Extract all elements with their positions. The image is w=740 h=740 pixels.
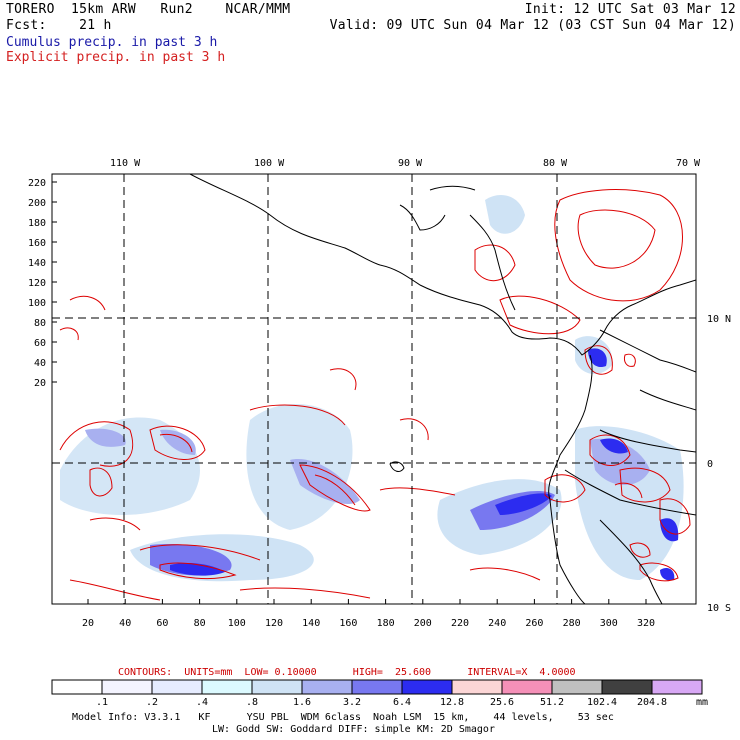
colorbar-label: 204.8 [637, 697, 667, 708]
y-tick-label: 20 [34, 378, 46, 389]
colorbar-label: 12.8 [440, 697, 464, 708]
x-tick-label: 140 [302, 618, 320, 629]
colorbar-swatch [201, 679, 253, 695]
x-tick-label: 20 [82, 618, 94, 629]
x-tick-label: 280 [563, 618, 581, 629]
latlon-grid [52, 174, 696, 604]
y-tick-label: 80 [34, 318, 46, 329]
top-label-80w: 80 W [543, 158, 568, 169]
colorbar-swatch [101, 679, 153, 695]
colorbar-label: .1 [96, 697, 108, 708]
model-info-line2: LW: Godd SW: Goddard DIFF: simple KM: 2D… [212, 724, 495, 735]
x-tick-label: 220 [451, 618, 469, 629]
contours-info: CONTOURS: UNITS=mm LOW= 0.10000 HIGH= 25… [118, 667, 576, 678]
y-tick-label: 220 [28, 178, 46, 189]
y-tick-label: 120 [28, 278, 46, 289]
explicit-legend-label: Explicit precip. in past 3 h [6, 50, 226, 65]
x-tick-label: 40 [119, 618, 131, 629]
top-label-70w: 70 W [676, 158, 701, 169]
y-tick-label: 100 [28, 298, 46, 309]
explicit-contours [59, 189, 691, 601]
y-tick-labels: 220 200 180 160 140 120 100 80 60 40 20 [28, 178, 46, 389]
x-tick-label: 240 [488, 618, 506, 629]
colorbar-swatch [151, 679, 203, 695]
right-label-0: 0 [707, 459, 713, 470]
colorbar-label: .2 [146, 697, 158, 708]
y-tick-label: 40 [34, 358, 46, 369]
colorbar-swatch [601, 679, 653, 695]
model-info-line1: Model Info: V3.3.1 KF YSU PBL WDM 6class… [72, 712, 614, 723]
x-tick-label: 120 [265, 618, 283, 629]
colorbar-unit: mm [696, 697, 708, 708]
colorbar: .1 .2 .4 .8 1.6 3.2 6.4 12.8 25.6 51.2 102.4 204.8 [51, 679, 703, 708]
colorbar-label: .8 [246, 697, 258, 708]
coastlines [189, 174, 696, 604]
x-tick-label: 80 [194, 618, 206, 629]
x-tick-label: 180 [377, 618, 395, 629]
header-left-line1: TORERO 15km ARW Run2 NCAR/MMM [6, 2, 291, 17]
colorbar-label: .4 [196, 697, 208, 708]
colorbar-swatch [351, 679, 403, 695]
y-tick-label: 200 [28, 198, 46, 209]
colorbar-swatch [251, 679, 303, 695]
colorbar-label: 25.6 [490, 697, 514, 708]
cumulus-legend-label: Cumulus precip. in past 3 h [6, 35, 218, 50]
right-label-10s: 10 S [707, 603, 731, 614]
x-tick-label: 100 [228, 618, 246, 629]
colorbar-swatch [451, 679, 503, 695]
colorbar-swatch [401, 679, 453, 695]
right-label-10n: 10 N [707, 314, 731, 325]
colorbar-swatch [301, 679, 353, 695]
colorbar-swatch [51, 679, 103, 695]
top-label-90w: 90 W [398, 158, 423, 169]
header-valid: Valid: 09 UTC Sun 04 Mar 12 (03 CST Sun … [329, 18, 736, 33]
top-label-100w: 100 W [254, 158, 285, 169]
axis-ticks [52, 181, 647, 604]
colorbar-swatch [551, 679, 603, 695]
top-label-110w: 110 W [110, 158, 141, 169]
colorbar-label: 51.2 [540, 697, 564, 708]
y-tick-label: 180 [28, 218, 46, 229]
x-tick-labels: 20 40 60 80 100 120 140 160 180 200 220 240 260 280 30… [82, 618, 655, 629]
x-tick-label: 160 [339, 618, 357, 629]
y-tick-label: 60 [34, 338, 46, 349]
header-left-line2: Fcst: 21 h [6, 18, 112, 33]
x-tick-label: 200 [414, 618, 432, 629]
x-tick-label: 320 [637, 618, 655, 629]
colorbar-label: 1.6 [293, 697, 311, 708]
y-tick-label: 160 [28, 238, 46, 249]
header-init: Init: 12 UTC Sat 03 Mar 12 [524, 2, 736, 17]
colorbar-label: 6.4 [393, 697, 411, 708]
plot-frame [51, 173, 697, 605]
x-tick-label: 260 [525, 618, 543, 629]
colorbar-label: 3.2 [343, 697, 361, 708]
y-tick-label: 140 [28, 258, 46, 269]
colorbar-swatch [501, 679, 553, 695]
x-tick-label: 60 [156, 618, 168, 629]
colorbar-label: 102.4 [587, 697, 617, 708]
colorbar-swatch [651, 679, 703, 695]
x-tick-label: 300 [600, 618, 618, 629]
